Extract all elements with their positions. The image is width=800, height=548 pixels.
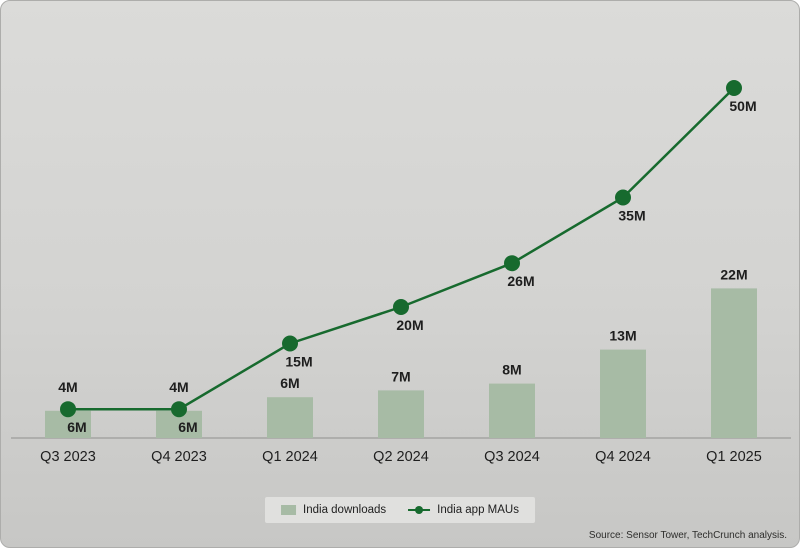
bar-swatch-icon	[281, 505, 297, 515]
mau-value-label: 50M	[729, 98, 756, 114]
source-attribution: Source: Sensor Tower, TechCrunch analysi…	[588, 530, 787, 541]
downloads-bar	[378, 390, 424, 438]
bar-value-label: 22M	[720, 266, 747, 282]
bar-value-label: 8M	[502, 362, 521, 378]
downloads-bar	[267, 397, 313, 438]
legend-item-maus: India app MAUs	[408, 504, 519, 516]
x-axis-label: Q1 2024	[262, 449, 318, 465]
dot-icon	[415, 506, 424, 514]
x-axis-label: Q3 2023	[40, 449, 96, 465]
mau-point	[615, 189, 631, 206]
downloads-bar	[489, 383, 535, 438]
x-axis-label: Q4 2024	[595, 449, 651, 465]
legend-item-downloads: India downloads	[281, 504, 386, 516]
mau-point	[393, 299, 409, 315]
mau-point	[504, 255, 520, 272]
legend-label-downloads: India downloads	[303, 504, 387, 516]
x-axis-label: Q2 2024	[373, 449, 429, 465]
mau-value-label: 15M	[285, 354, 312, 370]
mau-point	[282, 335, 298, 352]
mau-value-label: 26M	[507, 273, 534, 289]
mau-value-label: 20M	[396, 317, 423, 333]
bar-value-label: 4M	[58, 379, 77, 395]
x-axis-label: Q1 2025	[706, 449, 762, 465]
mau-value-label: 6M	[67, 419, 86, 435]
bar-value-label: 7M	[391, 368, 410, 384]
downloads-bar	[711, 288, 757, 438]
mau-point	[171, 401, 187, 418]
line-dot-swatch-icon	[408, 506, 431, 514]
mau-value-label: 6M	[178, 419, 197, 435]
x-axis-label: Q4 2023	[151, 449, 207, 465]
bar-value-label: 4M	[169, 379, 188, 395]
bar-value-label: 13M	[609, 328, 636, 344]
mau-value-label: 35M	[618, 208, 645, 224]
bar-value-label: 6M	[280, 375, 299, 391]
downloads-bar	[600, 349, 646, 438]
mau-point	[726, 80, 742, 96]
x-axis-label: Q3 2024	[484, 449, 540, 465]
mau-point	[60, 401, 76, 418]
legend-label-maus: India app MAUs	[437, 504, 519, 516]
legend: India downloads India app MAUs	[265, 497, 535, 523]
